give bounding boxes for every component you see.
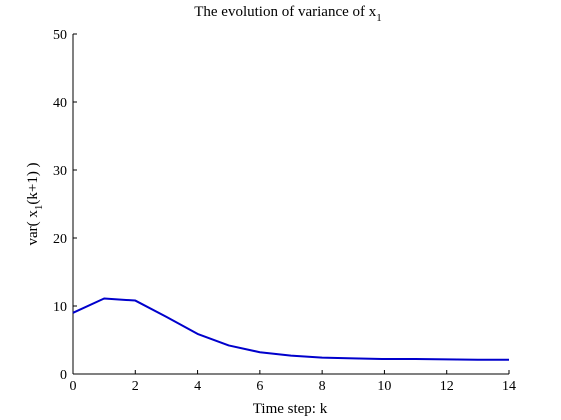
series-line-1 [72,297,509,361]
x-tick-labels: 0 2 4 6 8 10 12 14 [70,379,517,394]
x-axis-label: Time step: k [253,401,328,417]
y-tick-label: 30 [53,164,67,179]
y-tick-labels: 0 10 20 30 40 50 [53,28,67,383]
y-axis-label: var( x1(k+1) ) [25,162,45,245]
x-tick-label: 6 [256,379,263,394]
y-axis-label-pre: var( x [25,210,41,246]
x-tick-label: 10 [377,379,391,394]
chart-title: The evolution of variance of x1 [194,4,382,24]
x-tick-label: 4 [194,379,201,394]
y-tick-label: 50 [53,28,67,43]
y-tick-label: 10 [53,300,67,315]
x-tick-label: 8 [319,379,326,394]
x-tick-label: 0 [70,379,77,394]
x-tick-label: 14 [502,379,516,394]
y-tick-label: 40 [53,96,67,111]
series-layer [72,297,509,361]
x-tick-label: 2 [132,379,139,394]
y-tick-label: 0 [60,368,67,383]
y-tick-label: 20 [53,232,67,247]
plot-axes [72,33,510,375]
y-axis-label-subscript: 1 [33,205,45,211]
y-axis-label-post: (k+1) ) [25,162,41,204]
chart-title-main: The evolution of variance of x [194,4,377,20]
chart-title-subscript: 1 [376,12,382,24]
x-tick-label: 12 [440,379,454,394]
